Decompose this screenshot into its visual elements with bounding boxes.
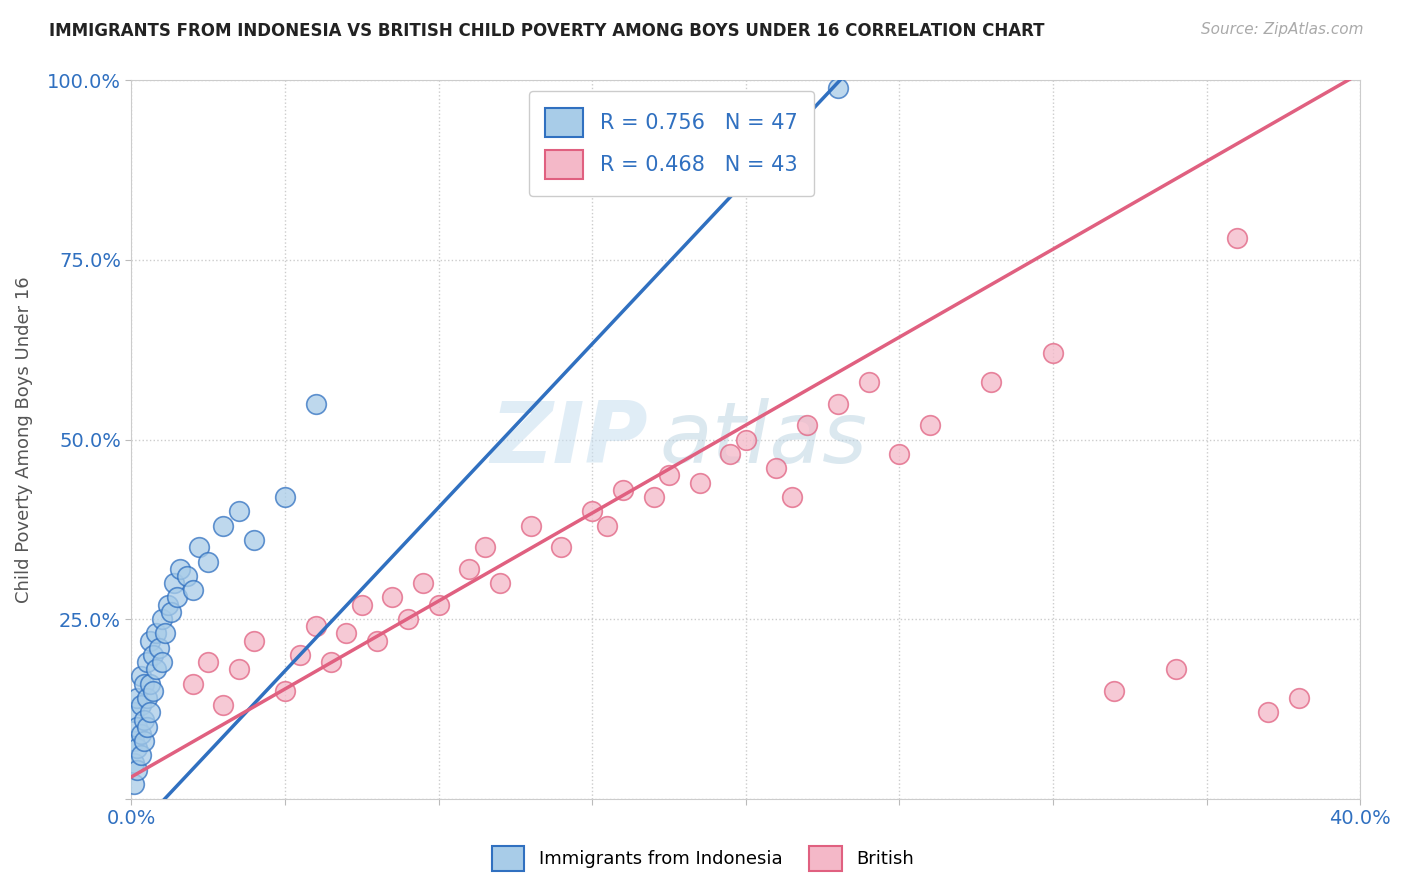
Point [187,540,209,554]
Text: IMMIGRANTS FROM INDONESIA VS BRITISH CHILD POVERTY AMONG BOYS UNDER 16 CORRELATI: IMMIGRANTS FROM INDONESIA VS BRITISH CHI… [49,22,1045,40]
Point [181,676,204,690]
Point [176,569,198,583]
Point [124,777,146,791]
Point [124,706,146,720]
Point [718,102,741,116]
Point [734,433,756,447]
Point [132,713,155,727]
Point [197,555,219,569]
Point [412,576,434,591]
Point [765,461,787,475]
Point [145,662,167,676]
Point [1104,683,1126,698]
Point [135,655,157,669]
Point [181,583,204,598]
Point [689,475,711,490]
Point [135,691,157,706]
Point [335,626,357,640]
Point [212,698,235,713]
Point [138,706,160,720]
Point [127,720,149,734]
Legend: Immigrants from Indonesia, British: Immigrants from Indonesia, British [485,838,921,879]
Point [319,655,342,669]
Point [129,748,152,763]
Point [519,518,541,533]
Point [145,626,167,640]
Point [129,727,152,741]
Point [150,612,173,626]
Point [132,676,155,690]
Point [127,691,149,706]
Point [918,418,941,433]
Point [596,518,619,533]
Point [243,633,266,648]
Point [163,576,186,591]
Point [366,633,388,648]
Point [290,648,312,662]
Point [980,375,1002,389]
Point [780,490,803,504]
Point [142,648,165,662]
Point [160,605,183,619]
Point [550,540,572,554]
Point [153,626,176,640]
Point [1257,706,1279,720]
Point [274,683,297,698]
Point [858,375,880,389]
Text: Source: ZipAtlas.com: Source: ZipAtlas.com [1201,22,1364,37]
Point [827,80,849,95]
Point [796,418,818,433]
Point [129,669,152,683]
Point [135,720,157,734]
Point [148,640,170,655]
Point [1226,231,1249,245]
Point [228,662,250,676]
Point [228,504,250,518]
Point [274,490,297,504]
Point [673,124,696,138]
Point [780,95,803,109]
Point [612,483,634,497]
Point [396,612,419,626]
Point [489,576,512,591]
Point [304,396,326,410]
Point [718,447,741,461]
Point [889,447,911,461]
Point [1042,346,1064,360]
Point [157,598,180,612]
Point [124,734,146,748]
Point [124,756,146,770]
Point [127,741,149,756]
Point [1288,691,1310,706]
Point [132,734,155,748]
Legend: R = 0.756   N = 47, R = 0.468   N = 43: R = 0.756 N = 47, R = 0.468 N = 43 [529,91,814,195]
Point [150,655,173,669]
Point [138,676,160,690]
Text: atlas: atlas [659,398,868,481]
Point [1164,662,1187,676]
Point [381,591,404,605]
Point [166,591,188,605]
Point [169,562,191,576]
Point [243,533,266,547]
Point [658,468,681,483]
Point [474,540,496,554]
Point [350,598,373,612]
Point [827,396,849,410]
Point [581,504,603,518]
Point [212,518,235,533]
Point [142,683,165,698]
Point [304,619,326,633]
Point [138,633,160,648]
Point [197,655,219,669]
Point [458,562,481,576]
Point [127,763,149,777]
Point [643,490,665,504]
Point [427,598,450,612]
Text: ZIP: ZIP [489,398,647,481]
Point [129,698,152,713]
Y-axis label: Child Poverty Among Boys Under 16: Child Poverty Among Boys Under 16 [15,277,32,603]
